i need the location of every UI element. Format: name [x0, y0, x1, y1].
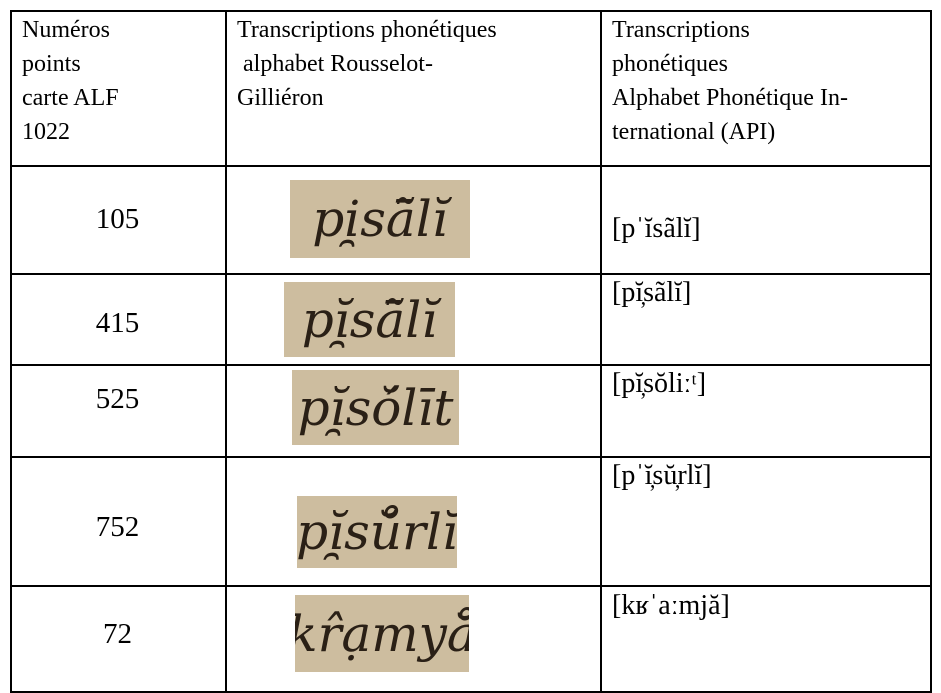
header-text: alphabet Rousselot- [237, 51, 433, 77]
table-border [225, 10, 227, 693]
api-transcription: [pĭ̦sŏliːᵗ] [612, 368, 707, 399]
table-border [10, 364, 932, 366]
api-transcription: [pˈĭsãlĭ] [612, 213, 701, 244]
rousselot-scan: pĭ̯sā̃lĭ [284, 282, 455, 357]
row-number: 525 [95, 383, 140, 415]
rousselot-scan: pi̯sā̃lĭ [290, 180, 470, 258]
header-text: Transcriptions phonétiques [237, 17, 497, 43]
table-border [10, 691, 932, 693]
rousselot-scan: kr̂ạmyă̊ [295, 595, 469, 672]
table-border [930, 10, 932, 693]
header-text: carte ALF [22, 85, 119, 111]
row-number: 105 [95, 203, 140, 235]
header-text: points [22, 51, 81, 77]
table-border [600, 10, 602, 693]
header-text: Transcriptions [612, 17, 750, 43]
header-text: phonétiques [612, 51, 728, 77]
api-transcription: [kʁˈaːmjă] [612, 590, 730, 621]
api-transcription: [pˈĭ̦sŭ̦rlĭ] [612, 460, 712, 491]
row-number: 72 [103, 618, 132, 650]
header-text: ternational (API) [612, 119, 776, 145]
header-text: Numéros [22, 17, 110, 43]
api-transcription: [pĭ̦sãlĭ] [612, 277, 692, 308]
table-border [10, 585, 932, 587]
table-border [10, 456, 932, 458]
table-border [10, 273, 932, 275]
table-border [10, 10, 932, 12]
table-border [10, 165, 932, 167]
row-number: 752 [95, 511, 140, 543]
rousselot-scan: pĭ̯sŭ̊rlĭ [297, 496, 457, 568]
header-text: 1022 [22, 119, 70, 145]
header-text: Alphabet Phonétique In- [612, 85, 848, 111]
row-number: 415 [95, 307, 140, 339]
header-text: Gilliéron [237, 85, 324, 111]
table-border [10, 10, 12, 693]
rousselot-scan: pĭ̯sŏ́līt [292, 370, 459, 445]
